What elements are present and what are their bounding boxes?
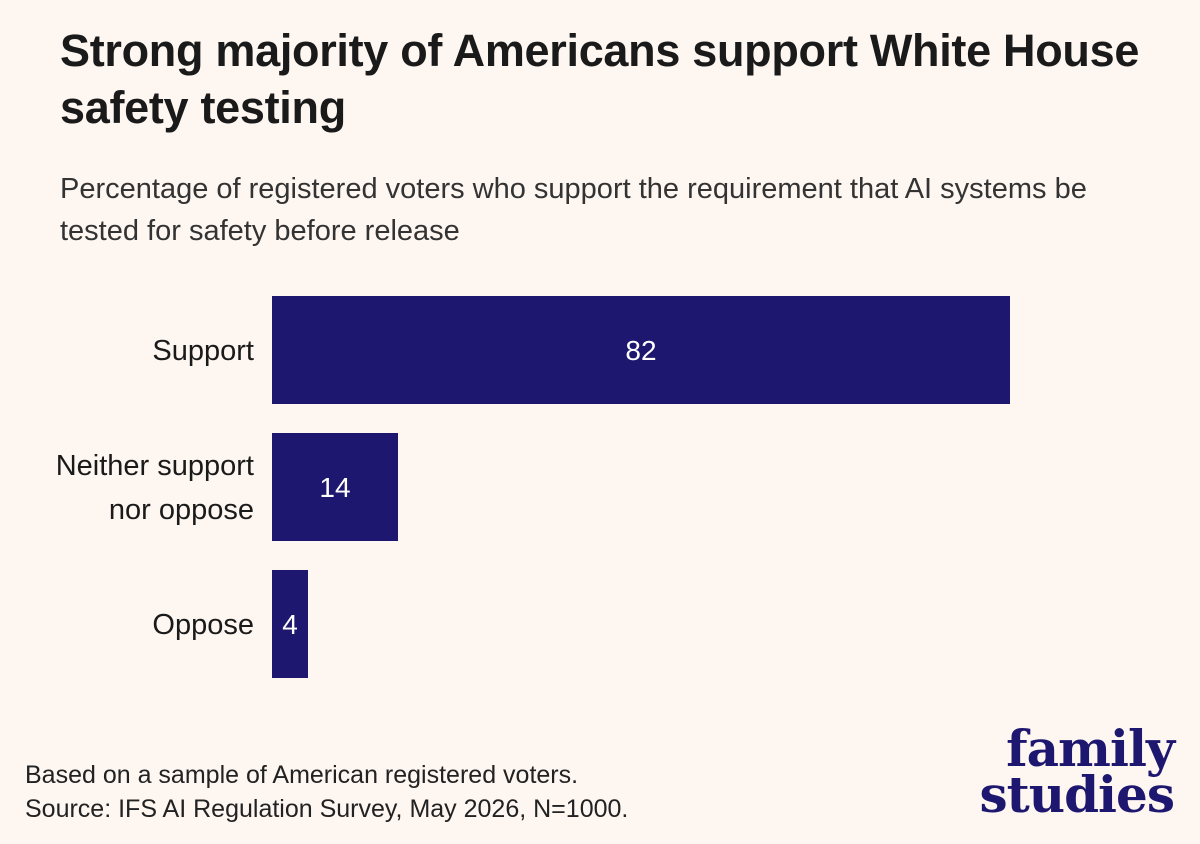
category-label-line: nor oppose [109, 494, 254, 526]
category-label-line: Support [152, 335, 254, 367]
bar-0 [272, 296, 1010, 404]
footnote-sample: Based on a sample of American registered… [25, 761, 579, 789]
bar-value-label-2: 4 [282, 609, 298, 640]
chart-subtitle: Percentage of registered voters who supp… [60, 173, 1087, 247]
bar-chart: 82 Support 14 Neither support nor oppose 4 Opp… [56, 296, 1010, 678]
bar-value-label-0: 82 [625, 335, 656, 366]
footnote: Based on a sample of American registered… [25, 758, 628, 826]
bar-value-label-1: 14 [319, 472, 350, 503]
bar-2 [272, 570, 308, 678]
bar-1 [272, 433, 398, 541]
category-label-1: Neither support nor oppose [56, 450, 254, 526]
category-label-line: Neither support [56, 450, 254, 482]
chart-title: Strong majority of Americans support Whi… [60, 25, 1140, 133]
footnote-source: Source: IFS AI Regulation Survey, May 20… [25, 795, 629, 823]
category-label-0: Support [152, 335, 254, 367]
category-label-line: Oppose [152, 609, 254, 641]
logo-line-2: studies [979, 765, 1175, 824]
logo-line-1: family [1006, 719, 1175, 778]
family-studies-logo: family studies [979, 719, 1175, 824]
category-label-2: Oppose [152, 609, 254, 641]
